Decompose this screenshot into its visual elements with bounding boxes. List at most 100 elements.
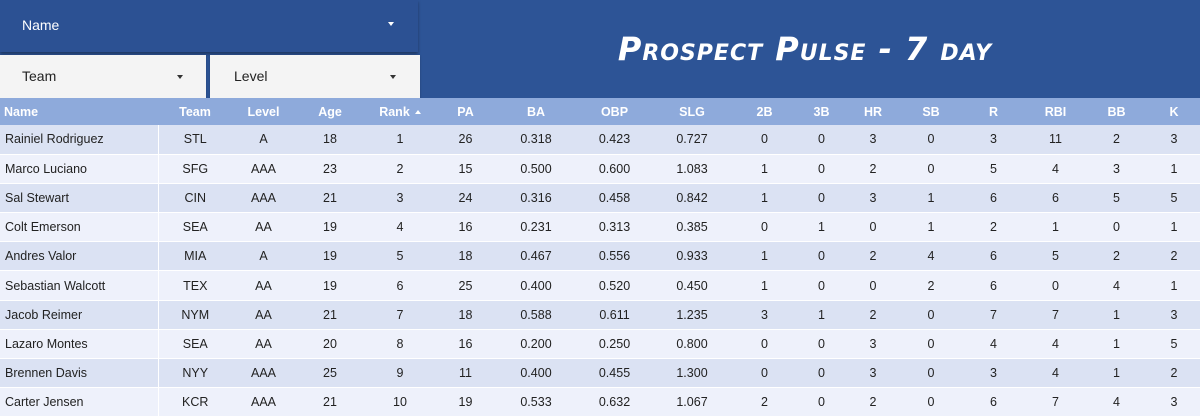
cell-pa: 15 [435,154,496,184]
table-row[interactable]: Brennen Davis NYY AAA 25 9 11 0.400 0.455 1.300 0… [0,358,1200,389]
column-header-level[interactable]: Level [232,98,295,125]
cell-rbi: 7 [1026,300,1085,330]
cell-slg: 1.300 [653,358,731,389]
prospect-stats-table: Name Team Level Age Rank PA BA OBP SLG 2B 3B HR SB R R… [0,98,1200,418]
column-header-team[interactable]: Team [158,98,232,125]
column-header-age[interactable]: Age [295,98,365,125]
cell-age: 20 [295,329,365,360]
cell-bb: 1 [1085,329,1148,360]
cell-3b: 0 [798,329,845,360]
cell-ba: 0.400 [496,358,576,389]
caret-down-icon [177,75,183,79]
column-header-label: 3B [813,104,830,119]
cell-obp: 0.455 [576,358,653,389]
cell-hr: 0 [845,270,901,301]
table-row[interactable]: Sebastian Walcott TEX AA 19 6 25 0.400 0.520 0.4… [0,270,1200,301]
column-header-label: RBI [1044,104,1067,119]
cell-team: NYM [158,300,232,330]
cell-age: 21 [295,183,365,214]
table-row[interactable]: Carter Jensen KCR AAA 21 10 19 0.533 0.632 1.067… [0,387,1200,418]
cell-age: 21 [295,300,365,330]
table-row[interactable]: Jacob Reimer NYM AA 21 7 18 0.588 0.611 1.235 3 1 2… [0,300,1200,330]
cell-k: 2 [1148,241,1200,272]
cell-level: AA [232,212,295,243]
cell-pa: 26 [435,125,496,155]
cell-name: Marco Luciano [0,154,159,184]
cell-ba: 0.588 [496,300,576,330]
cell-team: SEA [158,329,232,360]
caret-down-icon [388,22,394,26]
cell-slg: 0.933 [653,241,731,272]
column-header-rank[interactable]: Rank [365,98,435,125]
cell-level: AAA [232,154,295,184]
table-row[interactable]: Sal Stewart CIN AAA 21 3 24 0.316 0.458 0.842 1 0 3… [0,183,1200,214]
cell-rbi: 0 [1026,270,1085,301]
cell-r: 7 [961,300,1026,330]
cell-sb: 1 [901,183,961,214]
cell-name: Jacob Reimer [0,300,159,330]
cell-2b: 1 [731,183,798,214]
cell-age: 21 [295,387,365,418]
cell-3b: 0 [798,125,845,155]
cell-2b: 0 [731,212,798,243]
cell-age: 19 [295,212,365,243]
cell-name: Brennen Davis [0,358,159,389]
column-header-sb[interactable]: SB [901,98,961,125]
column-header-name[interactable]: Name [0,98,158,125]
cell-sb: 1 [901,212,961,243]
cell-rank: 4 [365,212,435,243]
name-filter-dropdown[interactable]: Name [0,0,418,52]
column-header-rbi[interactable]: RBI [1026,98,1085,125]
level-filter-dropdown[interactable]: Level [210,55,420,98]
cell-age: 23 [295,154,365,184]
table-row[interactable]: Lazaro Montes SEA AA 20 8 16 0.200 0.250 0.800 0 0… [0,329,1200,360]
column-header-r[interactable]: R [961,98,1026,125]
cell-age: 25 [295,358,365,389]
cell-bb: 2 [1085,125,1148,155]
cell-team: STL [158,125,232,155]
cell-sb: 0 [901,154,961,184]
column-header-3b[interactable]: 3B [798,98,845,125]
table-row[interactable]: Marco Luciano SFG AAA 23 2 15 0.500 0.600 1.083 1… [0,154,1200,184]
cell-rank: 10 [365,387,435,418]
table-row[interactable]: Rainiel Rodriguez STL A 18 1 26 0.318 0.423 0.72… [0,125,1200,155]
cell-rank: 5 [365,241,435,272]
column-header-bb[interactable]: BB [1085,98,1148,125]
column-header-2b[interactable]: 2B [731,98,798,125]
cell-slg: 0.385 [653,212,731,243]
cell-r: 5 [961,154,1026,184]
cell-rbi: 6 [1026,183,1085,214]
cell-age: 19 [295,270,365,301]
team-filter-dropdown[interactable]: Team [0,55,206,98]
cell-sb: 0 [901,125,961,155]
cell-team: KCR [158,387,232,418]
column-header-obp[interactable]: OBP [576,98,653,125]
column-header-label: BA [526,104,546,119]
cell-sb: 4 [901,241,961,272]
cell-2b: 1 [731,241,798,272]
table-row[interactable]: Colt Emerson SEA AA 19 4 16 0.231 0.313 0.385 0 1 0… [0,212,1200,243]
cell-pa: 16 [435,329,496,360]
column-header-ba[interactable]: BA [496,98,576,125]
column-header-pa[interactable]: PA [435,98,496,125]
column-header-hr[interactable]: HR [845,98,901,125]
cell-2b: 0 [731,329,798,360]
table-body: Rainiel Rodriguez STL A 18 1 26 0.318 0.423 0.72… [0,125,1200,418]
cell-obp: 0.520 [576,270,653,301]
cell-hr: 3 [845,125,901,155]
cell-hr: 3 [845,183,901,214]
cell-bb: 2 [1085,241,1148,272]
cell-rank: 2 [365,154,435,184]
cell-pa: 18 [435,300,496,330]
cell-obp: 0.458 [576,183,653,214]
filter-panel: Name Team Level [0,0,420,98]
cell-3b: 0 [798,154,845,184]
cell-k: 1 [1148,270,1200,301]
cell-team: MIA [158,241,232,272]
table-row[interactable]: Andres Valor MIA A 19 5 18 0.467 0.556 0.933 1 0 2 4… [0,241,1200,272]
cell-r: 3 [961,358,1026,389]
column-header-k[interactable]: K [1148,98,1200,125]
column-header-slg[interactable]: SLG [653,98,731,125]
cell-obp: 0.600 [576,154,653,184]
cell-sb: 2 [901,270,961,301]
